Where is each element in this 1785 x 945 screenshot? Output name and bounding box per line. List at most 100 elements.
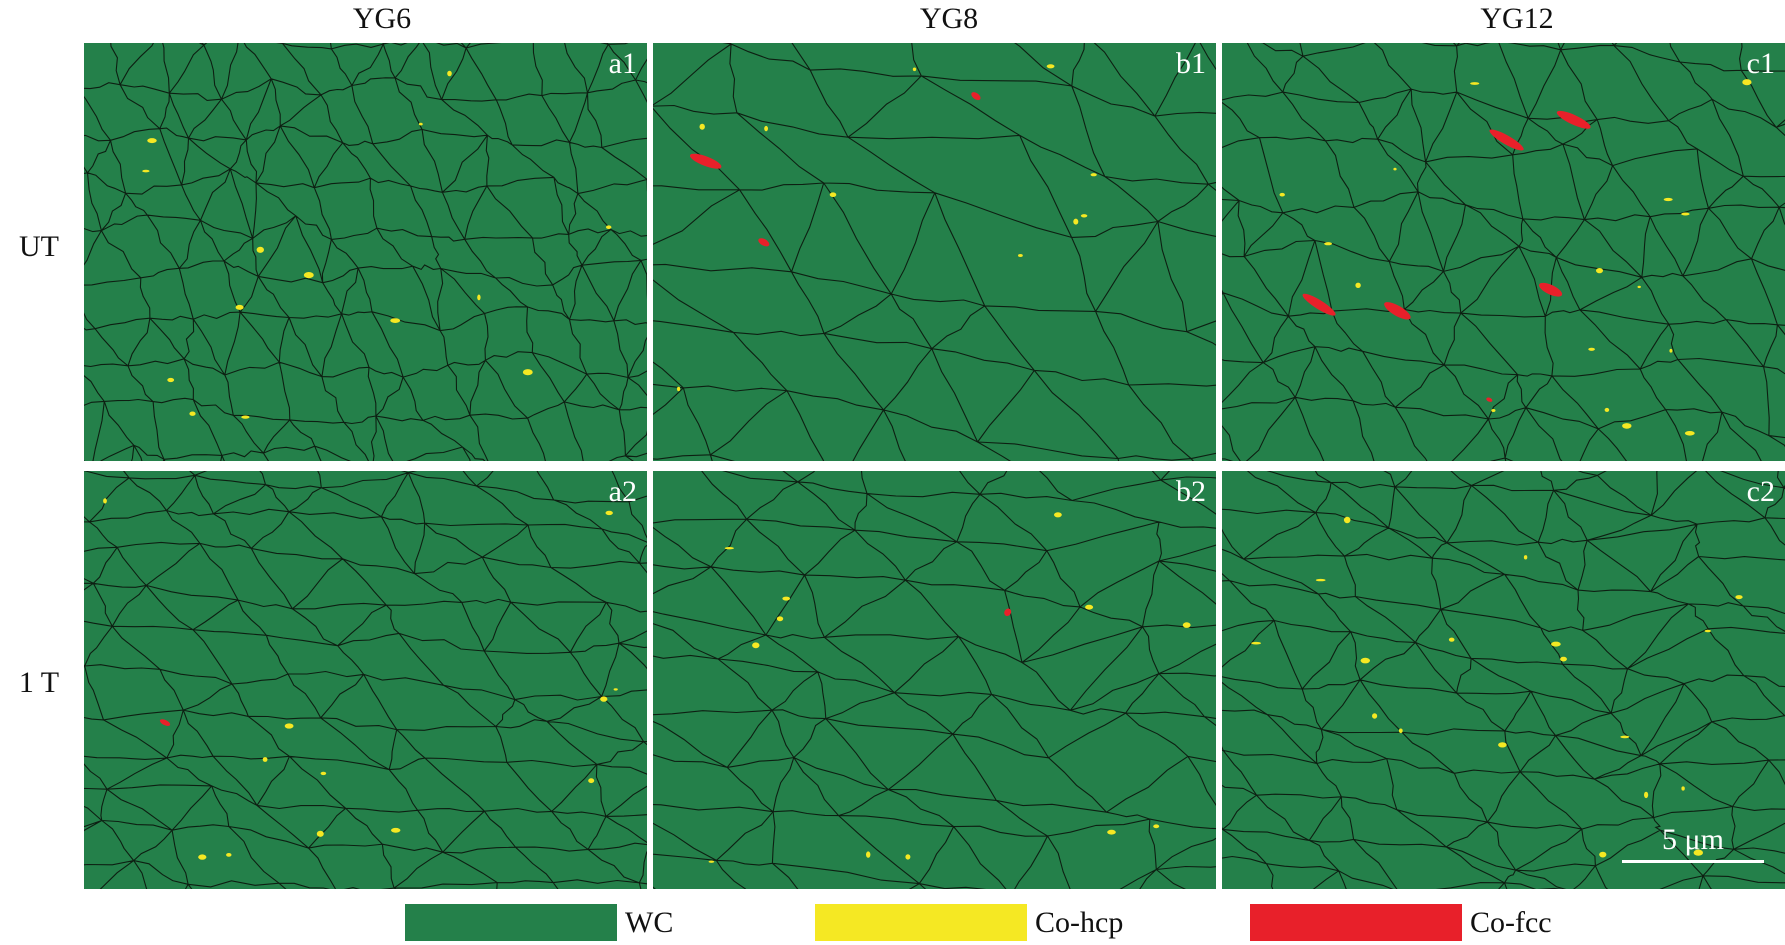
row-title-ut: UT bbox=[19, 230, 59, 263]
co-hcp-particle bbox=[699, 123, 705, 130]
co-hcp-particle bbox=[1046, 64, 1055, 69]
co-fcc-particle bbox=[159, 719, 171, 726]
co-hcp-particle bbox=[1372, 713, 1378, 719]
co-hcp-particle bbox=[1018, 254, 1023, 257]
grain-boundaries bbox=[84, 43, 647, 461]
co-fcc-particle bbox=[1539, 282, 1563, 297]
co-hcp-particle bbox=[708, 860, 715, 863]
panel-a1: a1 bbox=[84, 43, 647, 461]
co-hcp-particle bbox=[198, 854, 207, 860]
panel-label-b2: b2 bbox=[1176, 475, 1206, 508]
co-hcp-particle bbox=[147, 138, 157, 144]
co-hcp-particle bbox=[1620, 735, 1630, 739]
co-hcp-particle bbox=[262, 757, 268, 762]
grain-map-a1 bbox=[84, 43, 647, 461]
co-hcp-particle bbox=[1588, 347, 1595, 351]
co-hcp-particle bbox=[829, 192, 837, 197]
co-hcp-particle bbox=[522, 369, 533, 376]
co-hcp-particle bbox=[1279, 192, 1285, 197]
grain-boundaries bbox=[653, 471, 1216, 889]
co-hcp-particle bbox=[235, 304, 244, 310]
co-fcc-particle bbox=[1302, 293, 1336, 316]
co-fcc-particle bbox=[1384, 302, 1411, 320]
co-hcp-particle bbox=[1523, 555, 1528, 560]
panel-label-b1: b1 bbox=[1176, 47, 1206, 80]
co-hcp-particle bbox=[316, 830, 324, 837]
co-hcp-particle bbox=[724, 547, 734, 550]
co-hcp-particle bbox=[391, 827, 401, 833]
co-hcp-particle bbox=[605, 510, 613, 516]
legend-swatch-co-fcc bbox=[1250, 904, 1462, 941]
co-hcp-particle bbox=[142, 169, 150, 173]
grain-boundary-network bbox=[84, 43, 647, 461]
co-hcp-particle bbox=[1448, 637, 1455, 642]
co-hcp-particle bbox=[418, 122, 423, 126]
co-hcp-particle bbox=[1355, 282, 1361, 288]
panel-label-c2: c2 bbox=[1746, 475, 1775, 508]
co-hcp-particle bbox=[1669, 348, 1673, 353]
co-fcc-particle bbox=[1489, 129, 1524, 151]
column-title-yg12: YG12 bbox=[1480, 2, 1554, 35]
co-hcp-particle bbox=[1622, 423, 1632, 429]
legend-label-co-fcc: Co-fcc bbox=[1470, 906, 1552, 939]
column-title-yg6: YG6 bbox=[352, 2, 412, 35]
scale-bar-line bbox=[1622, 860, 1764, 863]
co-hcp-particle bbox=[588, 778, 595, 784]
co-hcp-particle bbox=[256, 246, 264, 253]
grain-boundaries bbox=[653, 43, 1216, 461]
scale-bar: 5 μm bbox=[1622, 823, 1764, 863]
panel-c2: c2 bbox=[1222, 471, 1785, 889]
co-hcp-particle bbox=[477, 294, 481, 301]
panel-b2: b2 bbox=[653, 471, 1216, 889]
co-hcp-particle bbox=[1491, 409, 1496, 412]
co-hcp-particle bbox=[1704, 629, 1711, 633]
co-hcp-particle bbox=[303, 272, 314, 279]
co-hcp-particle bbox=[764, 125, 768, 132]
co-hcp-particle bbox=[320, 771, 327, 776]
co-hcp-particle bbox=[1324, 242, 1332, 246]
co-hcp-particle bbox=[1498, 742, 1507, 748]
co-hcp-particle bbox=[677, 386, 681, 392]
panel-a2: a2 bbox=[84, 471, 647, 889]
legend-swatch-wc bbox=[405, 904, 617, 941]
co-hcp-particle bbox=[1107, 829, 1116, 835]
co-hcp-particle bbox=[1153, 824, 1160, 829]
co-hcp-particle bbox=[1637, 285, 1641, 289]
co-hcp-particle bbox=[226, 853, 232, 857]
grain-map-b2 bbox=[653, 471, 1216, 889]
co-fcc-particle bbox=[1556, 110, 1591, 129]
co-fcc-particle bbox=[689, 153, 722, 169]
co-fcc-particle bbox=[971, 92, 981, 101]
grain-boundary-network bbox=[653, 43, 1216, 461]
co-hcp-particle bbox=[1681, 786, 1685, 791]
co-hcp-particle bbox=[776, 616, 784, 622]
grain-boundaries bbox=[1222, 471, 1785, 889]
grain-boundary-network bbox=[653, 471, 1216, 889]
co-hcp-particle bbox=[1251, 641, 1261, 645]
co-hcp-particle bbox=[606, 225, 612, 229]
grain-boundary-network bbox=[1222, 471, 1785, 889]
grain-map-a2 bbox=[84, 471, 647, 889]
co-hcp-particle bbox=[390, 318, 401, 323]
co-hcp-particle bbox=[1315, 578, 1326, 582]
grain-map-b1 bbox=[653, 43, 1216, 461]
grain-boundaries bbox=[84, 471, 647, 889]
grain-map-c2 bbox=[1222, 471, 1785, 889]
co-hcp-particle bbox=[1085, 604, 1094, 610]
row-title-1t: 1 T bbox=[18, 666, 60, 699]
co-hcp-particle bbox=[1684, 431, 1695, 436]
co-hcp-particle bbox=[1693, 849, 1703, 856]
co-hcp-particle bbox=[912, 67, 917, 72]
co-fcc-particle bbox=[758, 238, 770, 247]
legend-label-co-hcp: Co-hcp bbox=[1035, 906, 1124, 939]
co-hcp-particle bbox=[1054, 512, 1062, 518]
co-hcp-particle bbox=[1470, 82, 1480, 85]
co-hcp-particle bbox=[1393, 167, 1397, 171]
ebsd-phase-map-grid: a1 b1 c1 a2 b2 c2 bbox=[84, 43, 1785, 889]
co-hcp-particle bbox=[1080, 214, 1088, 218]
co-hcp-particle bbox=[1360, 657, 1370, 664]
co-hcp-particle bbox=[1398, 728, 1403, 734]
co-fcc-particle bbox=[1486, 397, 1493, 402]
co-hcp-particle bbox=[447, 70, 452, 77]
co-hcp-particle bbox=[1663, 197, 1673, 202]
